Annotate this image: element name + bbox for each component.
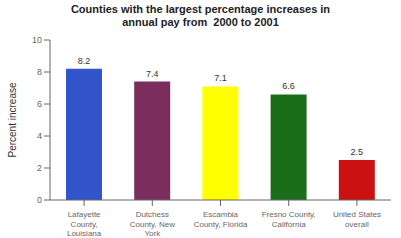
svg-text:8.2: 8.2 — [78, 56, 91, 66]
svg-text:0: 0 — [37, 195, 42, 205]
svg-text:4: 4 — [37, 131, 42, 141]
svg-text:8: 8 — [37, 67, 42, 77]
svg-text:10: 10 — [32, 35, 42, 45]
svg-text:EscambiaCounty, Florida: EscambiaCounty, Florida — [194, 210, 248, 229]
svg-text:Percent increase: Percent increase — [8, 82, 18, 157]
svg-text:6.6: 6.6 — [282, 81, 295, 91]
html-text:annual pay from 2000 to 2001: annual pay from 2000 to 2001 — [122, 16, 279, 28]
html-text:Counties with the largest perc: Counties with the largest percentage inc… — [70, 3, 331, 15]
svg-text:6: 6 — [37, 99, 42, 109]
svg-text:United Statesoverall: United Statesoverall — [333, 210, 381, 229]
svg-text:LafayetteCounty,Louisiana: LafayetteCounty,Louisiana — [67, 210, 102, 238]
svg-text:2.5: 2.5 — [351, 147, 364, 157]
svg-text:DutchessCounty, NewYork: DutchessCounty, NewYork — [130, 210, 175, 238]
svg-text:7.4: 7.4 — [146, 69, 159, 79]
svg-text:Fresno County,California: Fresno County,California — [262, 210, 316, 229]
svg-text:7.1: 7.1 — [214, 73, 227, 83]
svg-text:2: 2 — [37, 163, 42, 173]
